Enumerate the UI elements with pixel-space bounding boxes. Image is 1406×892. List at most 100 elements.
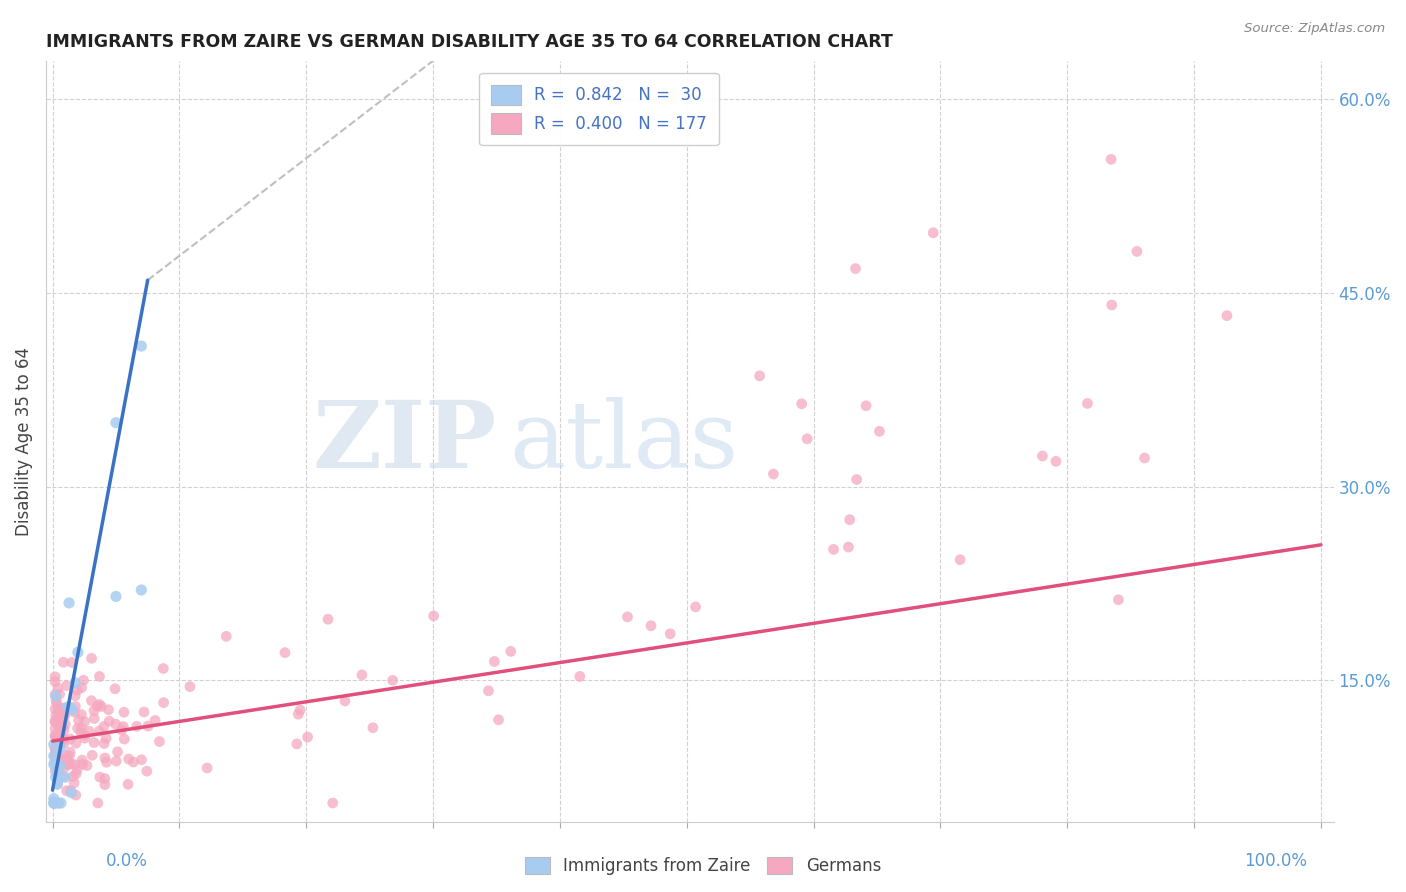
Point	[58, 596, 80, 610]
Point	[422, 608, 444, 623]
Point	[44, 756, 66, 770]
Point	[46, 764, 69, 779]
Point	[112, 720, 135, 734]
Point	[45, 738, 67, 752]
Point	[42, 748, 65, 763]
Point	[93, 737, 115, 751]
Point	[1076, 396, 1098, 410]
Point	[76, 758, 98, 772]
Point	[42, 738, 65, 752]
Point	[52, 770, 75, 784]
Point	[685, 599, 707, 614]
Point	[73, 731, 96, 746]
Point	[640, 618, 662, 632]
Point	[44, 714, 66, 728]
Point	[112, 705, 135, 719]
Point	[46, 739, 69, 753]
Point	[616, 610, 638, 624]
Point	[72, 757, 94, 772]
Point	[49, 737, 72, 751]
Point	[46, 711, 69, 725]
Point	[63, 776, 86, 790]
Point	[53, 736, 76, 750]
Point	[73, 714, 96, 729]
Point	[46, 777, 69, 791]
Point	[80, 651, 103, 665]
Point	[53, 723, 76, 738]
Point	[65, 766, 87, 780]
Point	[53, 707, 76, 722]
Point	[59, 700, 82, 714]
Point	[86, 699, 108, 714]
Point	[48, 687, 70, 701]
Point	[845, 473, 868, 487]
Point	[49, 759, 72, 773]
Point	[80, 694, 103, 708]
Point	[287, 707, 309, 722]
Point	[44, 674, 66, 689]
Point	[70, 725, 93, 739]
Text: 100.0%: 100.0%	[1244, 852, 1308, 870]
Point	[274, 646, 297, 660]
Point	[63, 757, 86, 772]
Point	[56, 700, 79, 714]
Point	[790, 397, 813, 411]
Point	[285, 737, 308, 751]
Point	[333, 694, 356, 708]
Text: ZIP: ZIP	[312, 397, 496, 486]
Point	[70, 707, 93, 722]
Point	[118, 752, 141, 766]
Y-axis label: Disability Age 35 to 64: Disability Age 35 to 64	[15, 347, 32, 536]
Point	[105, 754, 128, 768]
Point	[44, 728, 66, 742]
Point	[44, 748, 66, 763]
Point	[45, 731, 67, 745]
Point	[59, 745, 82, 759]
Point	[104, 590, 127, 604]
Point	[46, 681, 69, 695]
Point	[46, 777, 69, 791]
Point	[48, 796, 70, 810]
Point	[58, 748, 80, 763]
Point	[44, 764, 66, 778]
Point	[46, 732, 69, 747]
Point	[65, 736, 87, 750]
Point	[94, 778, 117, 792]
Point	[44, 722, 66, 736]
Point	[1133, 450, 1156, 465]
Point	[104, 416, 127, 430]
Point	[56, 756, 79, 771]
Point	[89, 669, 111, 683]
Point	[52, 731, 75, 746]
Point	[132, 705, 155, 719]
Point	[48, 763, 70, 777]
Point	[568, 669, 591, 683]
Point	[488, 713, 510, 727]
Point	[98, 714, 121, 729]
Point	[922, 226, 945, 240]
Point	[44, 688, 66, 702]
Point	[1031, 449, 1053, 463]
Point	[55, 679, 77, 693]
Point	[48, 711, 70, 725]
Text: IMMIGRANTS FROM ZAIRE VS GERMAN DISABILITY AGE 35 TO 64 CORRELATION CHART: IMMIGRANTS FROM ZAIRE VS GERMAN DISABILI…	[46, 33, 893, 51]
Point	[63, 705, 86, 719]
Point	[93, 719, 115, 733]
Point	[87, 796, 110, 810]
Point	[70, 753, 93, 767]
Point	[65, 699, 87, 714]
Point	[52, 701, 75, 715]
Point	[65, 675, 87, 690]
Point	[152, 661, 174, 675]
Text: 0.0%: 0.0%	[105, 852, 148, 870]
Point	[70, 721, 93, 735]
Point	[868, 425, 890, 439]
Point	[136, 719, 159, 733]
Point	[52, 701, 75, 715]
Point	[112, 732, 135, 747]
Point	[44, 729, 66, 743]
Point	[131, 582, 153, 597]
Point	[42, 757, 65, 772]
Point	[66, 683, 89, 698]
Point	[83, 704, 105, 718]
